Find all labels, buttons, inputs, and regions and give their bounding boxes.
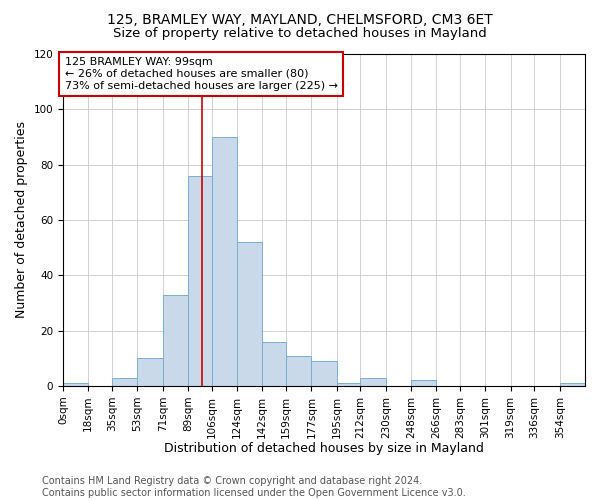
Bar xyxy=(311,361,337,386)
Bar xyxy=(163,294,188,386)
Text: Contains HM Land Registry data © Crown copyright and database right 2024.
Contai: Contains HM Land Registry data © Crown c… xyxy=(42,476,466,498)
Y-axis label: Number of detached properties: Number of detached properties xyxy=(15,122,28,318)
Bar xyxy=(411,380,436,386)
Bar xyxy=(212,137,237,386)
Bar xyxy=(137,358,163,386)
Bar xyxy=(262,342,286,386)
Text: Size of property relative to detached houses in Mayland: Size of property relative to detached ho… xyxy=(113,28,487,40)
Bar xyxy=(337,383,361,386)
Bar xyxy=(112,378,137,386)
Bar xyxy=(286,356,311,386)
Bar xyxy=(361,378,386,386)
Bar xyxy=(560,383,585,386)
X-axis label: Distribution of detached houses by size in Mayland: Distribution of detached houses by size … xyxy=(164,442,484,455)
Text: 125, BRAMLEY WAY, MAYLAND, CHELMSFORD, CM3 6ET: 125, BRAMLEY WAY, MAYLAND, CHELMSFORD, C… xyxy=(107,12,493,26)
Bar xyxy=(63,383,88,386)
Bar xyxy=(188,176,212,386)
Text: 125 BRAMLEY WAY: 99sqm
← 26% of detached houses are smaller (80)
73% of semi-det: 125 BRAMLEY WAY: 99sqm ← 26% of detached… xyxy=(65,58,338,90)
Bar xyxy=(237,242,262,386)
